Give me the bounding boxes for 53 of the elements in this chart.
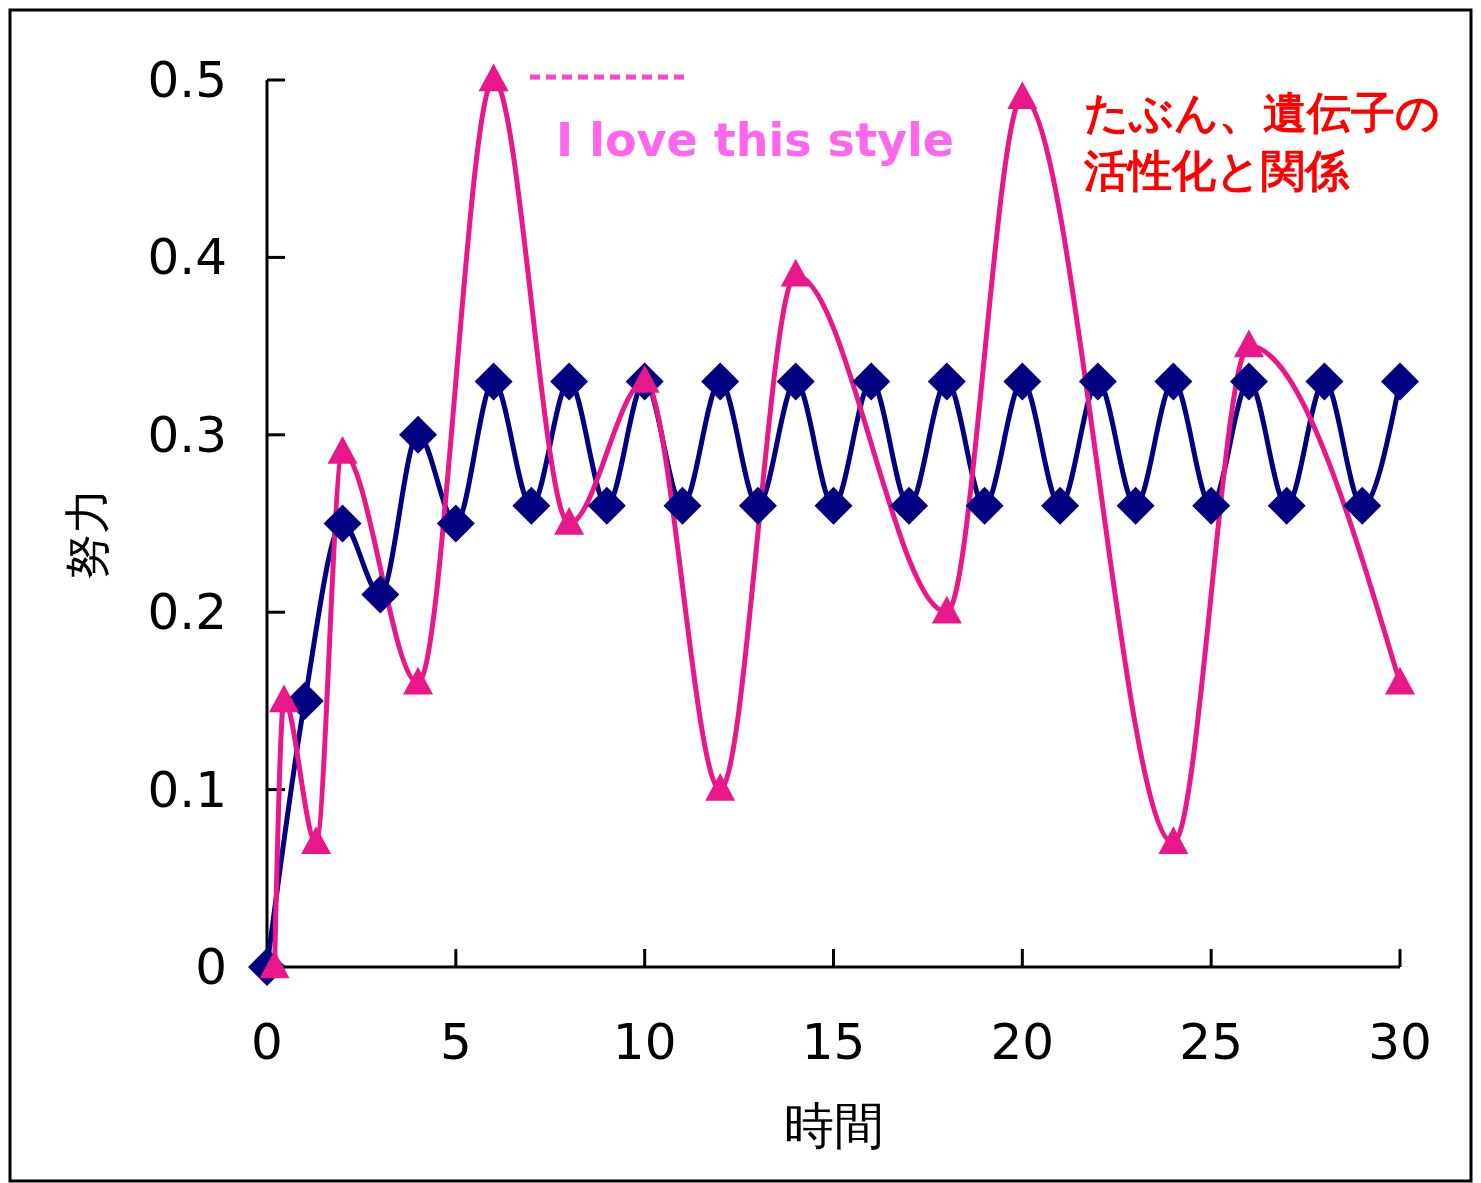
point [554, 507, 585, 535]
point [1305, 362, 1344, 401]
x-axis-title: 時間 [783, 1097, 884, 1155]
point [474, 362, 513, 401]
point [436, 504, 475, 543]
point [550, 362, 589, 401]
annotation: たぶん、遺伝子の活性化と関係 [1083, 87, 1440, 196]
point [927, 362, 966, 401]
point [1041, 486, 1080, 525]
y-tick-label: 0.1 [147, 760, 227, 819]
point [705, 773, 736, 801]
point [1116, 486, 1155, 525]
x-tick-label: 30 [1368, 1013, 1432, 1071]
y-tick-label: 0.3 [147, 405, 227, 464]
point [1192, 486, 1231, 525]
point [814, 486, 853, 525]
y-tick-label: 0.4 [147, 228, 227, 287]
y-tick-label: 0.5 [147, 51, 227, 109]
point [965, 486, 1004, 525]
point [1158, 826, 1189, 855]
point [403, 666, 434, 695]
point [361, 575, 400, 614]
y-tick-label: 0.2 [147, 583, 227, 642]
point [1381, 362, 1419, 401]
point [738, 486, 777, 525]
point [399, 415, 438, 454]
x-tick-label: 5 [439, 1013, 472, 1071]
x-tick-label: 15 [801, 1013, 866, 1071]
x-tick-label: 0 [251, 1013, 283, 1071]
point [1003, 362, 1042, 401]
point [268, 684, 299, 713]
x-tick-label: 25 [1179, 1013, 1243, 1071]
annotation: I love this style [556, 113, 954, 167]
x-tick-label: 20 [990, 1013, 1055, 1071]
point [1267, 486, 1306, 525]
point [1078, 362, 1117, 401]
point [852, 362, 891, 401]
point [301, 826, 332, 855]
point [512, 486, 551, 525]
point [587, 486, 626, 525]
point [890, 486, 929, 525]
point [1154, 362, 1193, 401]
y-axis-title: 努力 [60, 487, 114, 580]
point [931, 595, 962, 624]
point [1343, 486, 1382, 525]
point [701, 362, 740, 401]
x-tick-label: 10 [612, 1013, 677, 1071]
point [1385, 666, 1415, 695]
point [1229, 362, 1268, 401]
point [663, 486, 702, 525]
y-tick-label: 0 [195, 938, 227, 996]
point [323, 504, 362, 543]
point [776, 362, 815, 401]
